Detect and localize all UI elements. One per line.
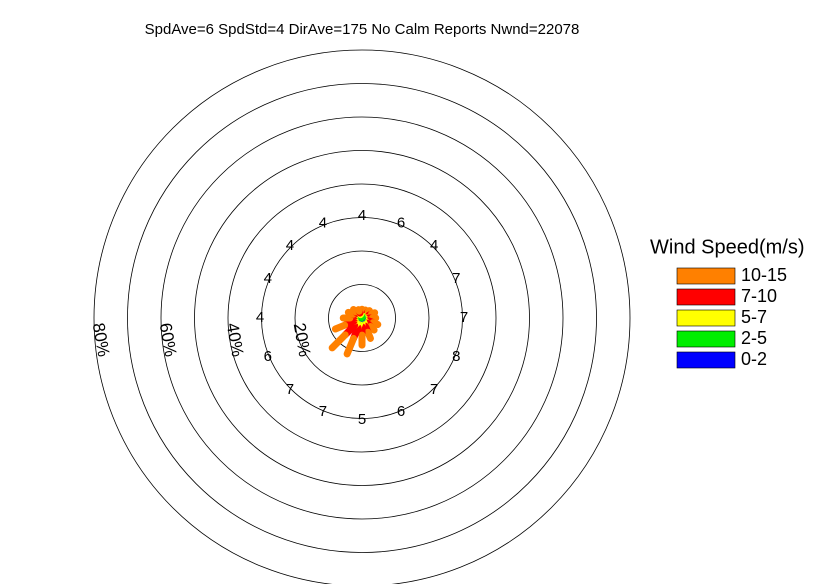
grid-ring [294,250,430,386]
grid-ring [194,150,530,486]
grid-ring [328,284,396,352]
petal-segment [364,328,374,342]
legend-title: Wind Speed(m/s) [650,236,805,258]
direction-speed-label: 4 [264,270,272,287]
ring-label: 20% [290,321,315,358]
direction-speed-label: 4 [430,237,438,254]
legend-swatch [676,309,736,327]
ring-label: 80% [89,321,114,358]
direction-speed-label: 4 [256,309,264,326]
petal-segment [355,306,363,315]
petal-segment [331,321,349,333]
legend-label: 0-2 [741,349,767,369]
grid-ring [93,49,631,584]
grid-ring [227,183,497,453]
direction-speed-label: 4 [319,215,327,232]
legend-label: 7-10 [741,286,777,306]
ring-label: 60% [156,321,181,358]
direction-speed-label: 4 [286,237,294,254]
petal-segment [328,331,349,352]
direction-speed-label: 5 [358,411,366,428]
petal-segment [367,323,378,334]
petal-segment [349,305,360,316]
petal-segment [369,319,382,329]
direction-speed-label: 4 [358,207,366,224]
legend-swatch [676,288,736,306]
legend-swatch [676,351,736,369]
grid-ring [160,116,564,520]
direction-speed-label: 7 [452,270,460,287]
grid-ring [261,217,463,419]
ring-label: 40% [223,321,248,358]
direction-speed-label: 7 [286,381,294,398]
legend-label: 5-7 [741,307,767,327]
legend-swatch [676,267,736,285]
direction-speed-label: 6 [397,403,405,420]
chart-title: SpdAve=6 SpdStd=4 DirAve=175 No Calm Rep… [145,21,580,38]
direction-speed-label: 6 [264,348,272,365]
direction-speed-label: 6 [397,215,405,232]
direction-speed-label: 7 [460,309,468,326]
petal-segment [344,308,357,318]
petal-segment [343,334,358,358]
legend-label: 10-15 [741,265,787,285]
petal-segment [368,309,379,318]
direction-speed-label: 7 [430,381,438,398]
direction-speed-label: 7 [319,403,327,420]
legend-swatch [676,330,736,348]
legend-label: 2-5 [741,328,767,348]
direction-speed-label: 8 [452,348,460,365]
grid-ring [127,83,597,553]
